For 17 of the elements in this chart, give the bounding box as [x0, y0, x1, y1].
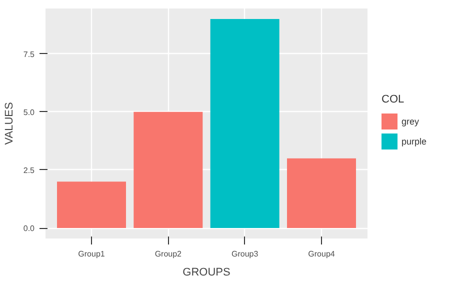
legend-label: grey	[402, 116, 420, 126]
x-tick-label: Group4	[308, 250, 336, 258]
bar	[134, 112, 203, 228]
bar	[287, 158, 356, 228]
y-tick-label: 0.0	[23, 224, 36, 234]
y-tick-label: 7.5	[23, 50, 36, 59]
x-tick-label: Group2	[154, 250, 182, 258]
legend-title: COL	[382, 94, 404, 106]
bar	[57, 182, 126, 228]
y-tick-label: 5.0	[23, 108, 36, 117]
y-axis-title: VALUES	[3, 102, 16, 145]
legend-label: purple	[402, 136, 427, 146]
x-axis-title: GROUPS	[182, 266, 230, 278]
bar	[210, 18, 280, 228]
x-tick-label: Group1	[78, 250, 106, 258]
x-tick-label: Group3	[231, 250, 259, 258]
y-tick-label: 2.5	[23, 166, 36, 175]
